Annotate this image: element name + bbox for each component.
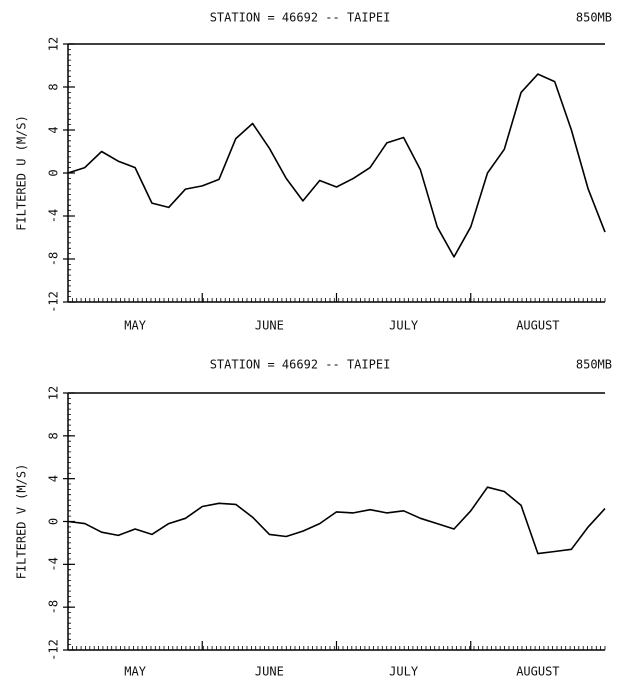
x-tick-label: JULY bbox=[389, 665, 419, 679]
y-tick-label: 4 bbox=[47, 126, 61, 133]
y-tick-label: 0 bbox=[47, 169, 61, 176]
annotation: 850MB bbox=[576, 358, 612, 372]
y-tick-label: -4 bbox=[47, 557, 61, 571]
y-tick-label: 12 bbox=[47, 386, 61, 400]
annotation: 850MB bbox=[576, 11, 612, 25]
y-tick-label: 12 bbox=[47, 37, 61, 51]
y-tick-label: -8 bbox=[47, 252, 61, 266]
y-tick-label: -4 bbox=[47, 209, 61, 223]
y-axis-label: FILTERED U (M/S) bbox=[15, 115, 29, 231]
x-tick-label: JULY bbox=[389, 319, 419, 333]
y-axis-label: FILTERED V (M/S) bbox=[15, 464, 29, 580]
y-tick-label: 4 bbox=[47, 475, 61, 482]
y-tick-label: 8 bbox=[47, 83, 61, 90]
x-tick-label: MAY bbox=[124, 665, 146, 679]
chart-title: STATION = 46692 -- TAIPEI bbox=[210, 11, 391, 25]
x-tick-label: AUGUST bbox=[516, 665, 559, 679]
data-line bbox=[67, 486, 606, 555]
y-tick-label: -8 bbox=[47, 600, 61, 614]
minor-ticks bbox=[67, 43, 606, 303]
y-tick-label: 0 bbox=[47, 518, 61, 525]
chart-title: STATION = 46692 -- TAIPEI bbox=[210, 358, 391, 372]
y-tick-label: -12 bbox=[47, 639, 61, 661]
x-tick-label: JUNE bbox=[255, 319, 284, 333]
y-tick-label: -12 bbox=[47, 291, 61, 313]
minor-ticks bbox=[67, 392, 606, 651]
data-line bbox=[67, 73, 606, 258]
x-tick-label: MAY bbox=[124, 319, 146, 333]
x-tick-label: JUNE bbox=[255, 665, 284, 679]
y-tick-label: 8 bbox=[47, 432, 61, 439]
x-tick-label: AUGUST bbox=[516, 319, 559, 333]
